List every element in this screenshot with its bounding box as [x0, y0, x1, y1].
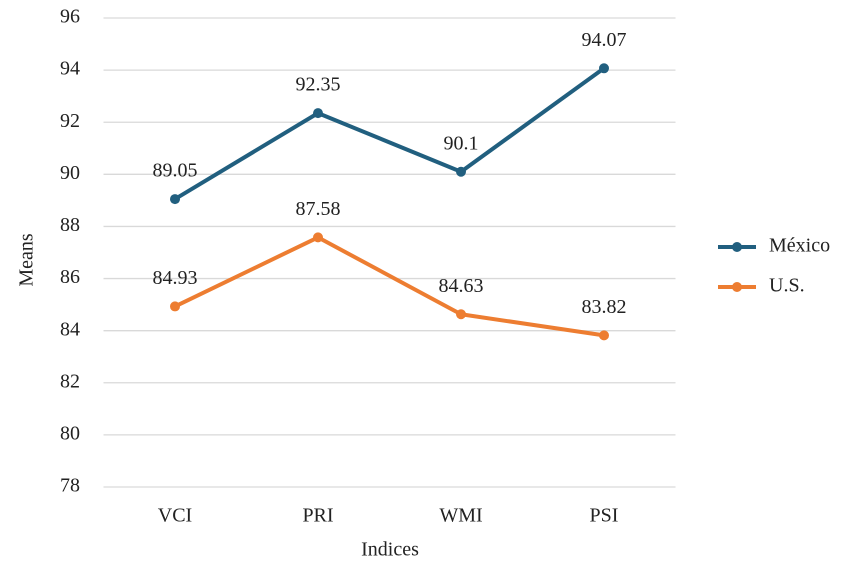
legend-marker: [732, 282, 742, 292]
data-label: 94.07: [582, 29, 627, 51]
y-tick-label: 96: [60, 6, 80, 28]
data-label: 92.35: [296, 74, 341, 96]
y-tick-label: 80: [60, 422, 80, 444]
data-label: 83.82: [582, 296, 627, 318]
point-marker: [456, 309, 466, 320]
data-label: 87.58: [296, 198, 341, 220]
point-marker: [599, 63, 609, 74]
x-tick-label: PRI: [302, 505, 333, 527]
y-tick-label: 94: [60, 58, 80, 80]
data-label: 90.1: [444, 132, 479, 154]
series-line: [173, 66, 606, 201]
series-line: [174, 235, 605, 338]
x-tick-label: PSI: [590, 505, 619, 527]
legend-label: México: [769, 235, 830, 257]
x-axis-label: Indices: [361, 539, 419, 561]
data-label: 84.63: [439, 275, 484, 297]
point-marker: [313, 232, 323, 243]
y-tick-label: 90: [60, 162, 80, 184]
y-tick-label: 88: [60, 214, 80, 236]
point-marker: [170, 301, 180, 312]
point-marker: [313, 108, 323, 119]
y-tick-label: 86: [60, 266, 80, 288]
y-tick-label: 78: [60, 475, 80, 497]
y-tick-label: 84: [60, 318, 80, 340]
point-marker: [599, 330, 609, 341]
y-tick-label: 82: [60, 370, 80, 392]
data-label: 89.05: [153, 160, 198, 182]
x-tick-label: WMI: [439, 505, 482, 527]
point-marker: [170, 194, 180, 205]
point-marker: [456, 166, 466, 177]
legend-label: U.S.: [769, 275, 805, 297]
y-tick-label: 92: [60, 110, 80, 132]
data-label: 84.93: [153, 267, 198, 289]
x-tick-label: VCI: [158, 505, 192, 527]
legend-marker: [732, 242, 742, 252]
y-axis-label: Means: [16, 233, 38, 287]
